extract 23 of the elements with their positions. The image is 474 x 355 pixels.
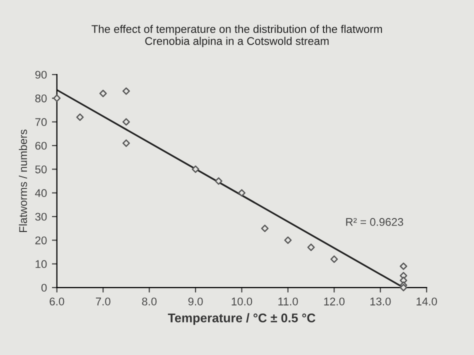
chart-title: The effect of temperature on the distribution of the flatworm Crenobia alpina in a Cotswold stream [92,24,382,48]
y-tick-label: 10 [36,260,47,268]
x-tick-label: 10.0 [232,298,252,306]
x-tick-label: 8.0 [142,298,157,306]
y-axis-title: Flatworms / numbers [18,130,28,232]
x-tick-label: 6.0 [50,298,64,306]
y-tick-label: 90 [35,70,47,79]
y-tick-label: 80 [35,94,47,102]
x-axis-title: Temperature / °C ± 0.5 °C [168,313,316,325]
y-tick-label: 40 [35,189,47,198]
x-tick-label: 9.0 [188,298,203,306]
y-tick-label: 70 [35,118,47,126]
x-tick-label: 12.0 [324,298,345,306]
y-tick-label: 60 [35,142,47,150]
x-tick-label: 7.0 [96,298,110,306]
x-tick-label: 14.0 [416,298,437,306]
y-tick-label: 50 [35,165,47,174]
y-tick-label: 0 [41,284,47,292]
annotation: R² = 0.9623 [346,218,404,226]
x-tick-label: 11.0 [278,298,298,306]
y-tick-label: 30 [35,212,47,221]
y-tick-label: 20 [35,236,47,244]
x-tick-label: 13.0 [370,298,391,306]
